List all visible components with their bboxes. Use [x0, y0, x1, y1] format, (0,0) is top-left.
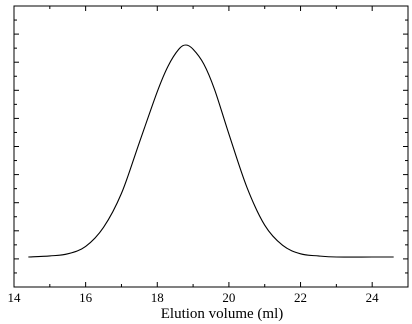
x-tick-label: 14: [8, 290, 22, 305]
x-tick-label: 24: [366, 290, 380, 305]
x-axis-title: Elution volume (ml): [161, 306, 283, 322]
x-tick-labels: 14 16 18 20 22 24: [8, 290, 380, 305]
plot-frame: [13, 5, 409, 288]
x-tick-label: 20: [222, 290, 235, 305]
x-tick-label: 16: [79, 290, 93, 305]
x-tick-label: 18: [151, 290, 164, 305]
plot-border: [13, 5, 409, 288]
axis-ticks: [13, 5, 409, 288]
series-group: [28, 44, 394, 258]
x-tick-label: 22: [294, 290, 307, 305]
elution-curve: [28, 44, 394, 258]
